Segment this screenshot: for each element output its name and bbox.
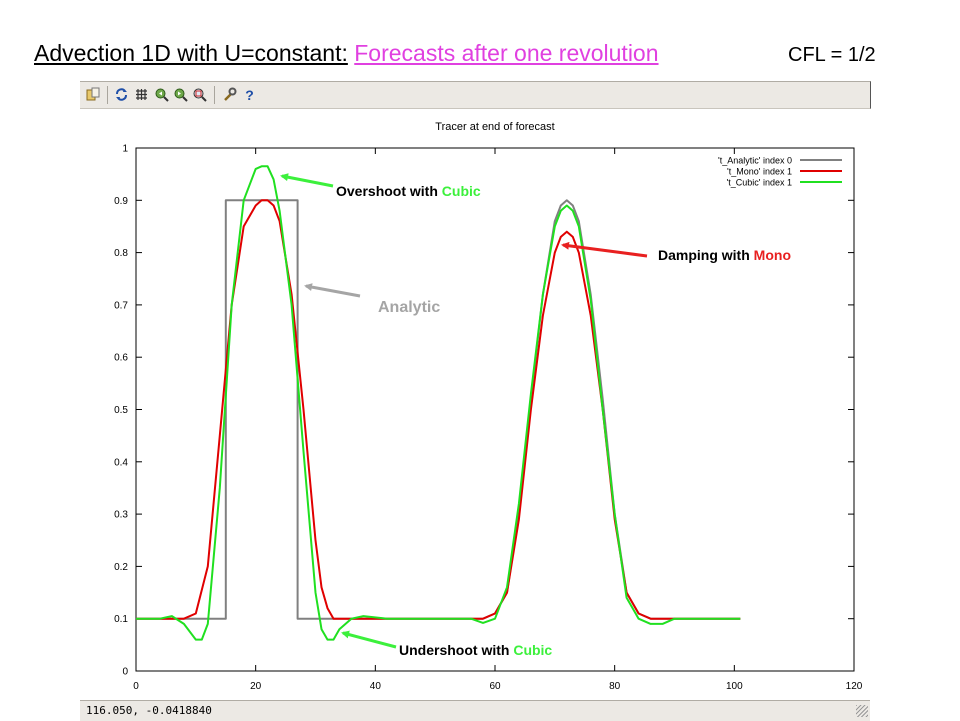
zoom-previous-icon[interactable] (154, 87, 169, 102)
legend-label-1: 't_Mono' index 1 (727, 167, 792, 177)
annotation-damping: Damping with Mono (658, 247, 791, 263)
legend-label-2: 't_Cubic' index 1 (727, 178, 792, 188)
chart-title: Tracer at end of forecast (435, 121, 554, 133)
status-bar: 116.050, -0.0418840 (80, 700, 870, 721)
y-tick-label: 1 (122, 144, 128, 155)
annotation-analytic: Analytic (378, 299, 441, 316)
series-line-2 (136, 165, 741, 641)
copy-to-clipboard-icon[interactable] (86, 87, 101, 102)
analytic-arrow (304, 283, 361, 298)
resize-grip[interactable] (856, 705, 868, 717)
y-tick-label: 0.4 (114, 457, 128, 468)
y-tick-label: 0 (122, 667, 128, 678)
y-tick-label: 0.5 (114, 405, 128, 416)
annotation-undershoot: Undershoot with Cubic (399, 642, 553, 658)
x-tick-label: 80 (609, 681, 621, 692)
undershoot-arrow (341, 630, 397, 649)
replot-icon[interactable] (114, 87, 129, 102)
annotation-overshoot: Overshoot with Cubic (336, 183, 481, 199)
legend-label-0: 't_Analytic' index 0 (718, 156, 792, 166)
tracer-chart: Tracer at end of forecast 0 20 40 60 80 100 120… (114, 121, 863, 692)
grid-icon[interactable] (134, 87, 149, 102)
unzoom-icon[interactable] (192, 87, 207, 102)
cursor-coordinates: 116.050, -0.0418840 (86, 704, 212, 717)
slide-title-main: Advection 1D with U=constant: (34, 40, 348, 66)
y-tick-label: 0.8 (114, 248, 128, 259)
x-tick-label: 100 (726, 681, 743, 692)
y-tick-label: 0.7 (114, 300, 128, 311)
plot-area[interactable]: Tracer at end of forecast 0 20 40 60 80 100 120… (80, 108, 870, 696)
plot-frame (135, 147, 855, 672)
x-tick-label: 0 (133, 681, 139, 692)
series-line-1 (136, 199, 741, 620)
slide-title-highlight: Forecasts after one revolution (354, 40, 659, 66)
x-tick-label: 60 (489, 681, 501, 692)
y-tick-label: 0.1 (114, 614, 128, 625)
x-tick-label: 120 (846, 681, 863, 692)
slide-title: Advection 1D with U=constant: Forecasts … (34, 40, 659, 67)
help-icon[interactable]: ? (245, 86, 254, 103)
x-tick-label: 20 (250, 681, 262, 692)
y-tick-label: 0.6 (114, 353, 128, 364)
zoom-next-icon[interactable] (173, 87, 188, 102)
y-tick-label: 0.2 (114, 562, 128, 573)
settings-icon[interactable] (222, 87, 237, 102)
cfl-label: CFL = 1/2 (788, 44, 876, 66)
damping-arrow (561, 241, 648, 258)
y-tick-label: 0.3 (114, 510, 128, 521)
x-tick-label: 40 (370, 681, 382, 692)
plot-toolbar: ? (80, 81, 871, 109)
y-tick-label: 0.9 (114, 196, 128, 207)
overshoot-arrow (280, 173, 334, 188)
